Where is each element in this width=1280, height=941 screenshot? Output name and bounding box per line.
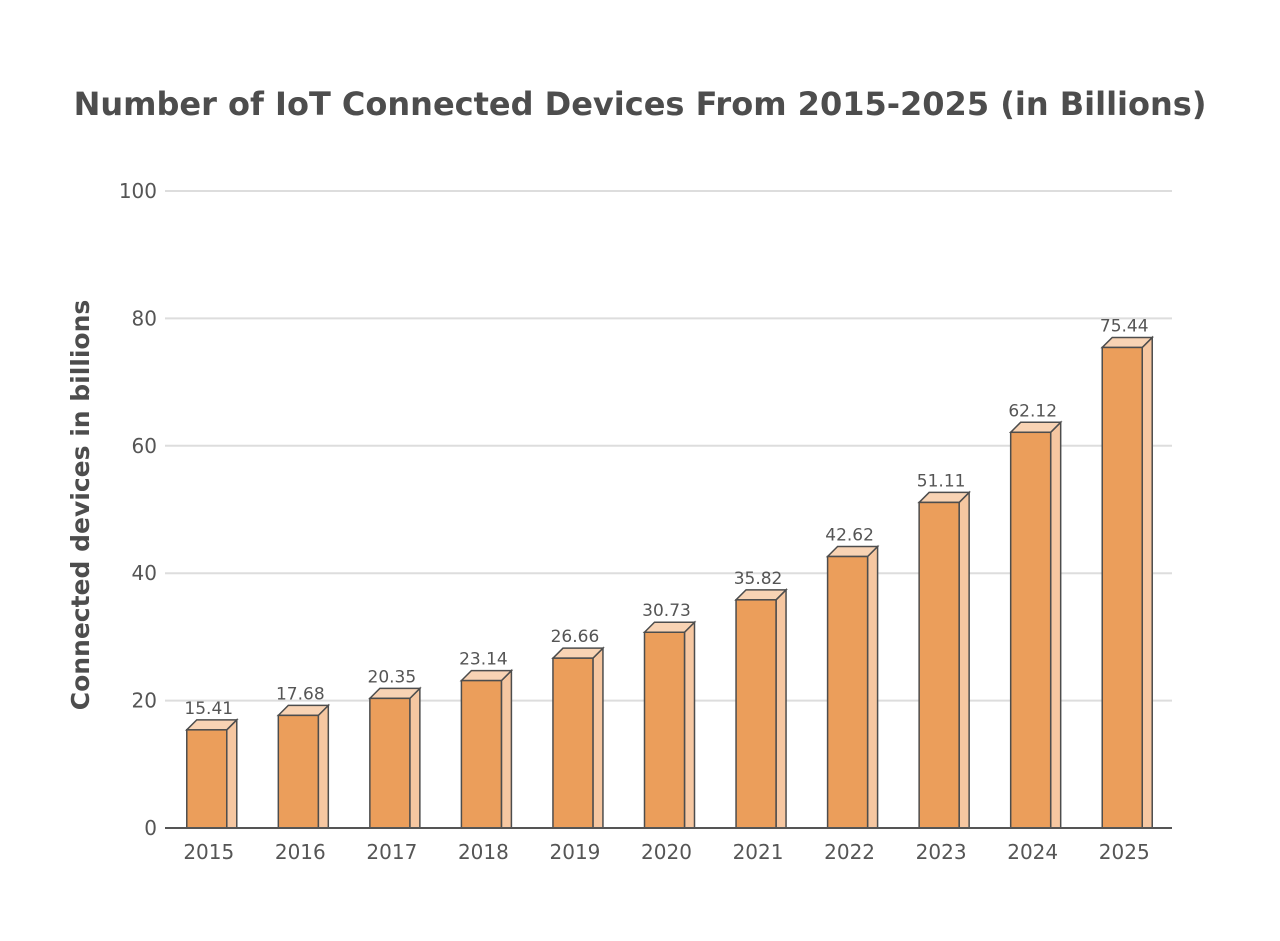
bar: 26.66 [551, 627, 605, 829]
x-tick-label: 2023 [916, 840, 967, 864]
bar-front [918, 501, 960, 829]
bar-top [276, 704, 331, 717]
bar: 23.14 [459, 650, 514, 829]
bar-top [825, 545, 880, 558]
bar-top [551, 647, 605, 659]
bar: 35.82 [734, 569, 788, 829]
bar-value-label: 30.73 [642, 601, 691, 621]
bar: 62.12 [1008, 401, 1063, 829]
x-tick-label: 2018 [458, 840, 509, 864]
x-tick-label: 2025 [1099, 840, 1150, 864]
bar-top [734, 589, 788, 601]
bar-value-label: 42.62 [825, 526, 874, 546]
bar-side [500, 668, 513, 829]
x-tick-label: 2017 [366, 840, 417, 864]
y-axis-label: Connected devices in billions [66, 300, 95, 711]
bar-value-label: 17.68 [276, 684, 325, 704]
bar-front [369, 697, 411, 829]
bar-front [277, 714, 320, 829]
x-tick-label: 2016 [275, 840, 326, 864]
bar-value-label: 51.11 [917, 471, 966, 491]
bar-side [683, 620, 696, 829]
bar-top [184, 719, 239, 731]
x-tick-label: 2019 [550, 840, 601, 864]
y-tick-label: 20 [132, 689, 157, 713]
bar-front [552, 657, 594, 829]
bar-front [186, 729, 228, 829]
bar-top [917, 491, 971, 504]
x-tick-label: 2024 [1007, 840, 1058, 864]
y-tick-label: 60 [132, 434, 157, 458]
x-tick-label: 2022 [824, 840, 875, 864]
gridlines [165, 190, 1172, 702]
bar-front [1009, 431, 1052, 829]
bar-side [1049, 420, 1062, 829]
bar-value-label: 23.14 [459, 650, 508, 670]
bar-top [1100, 336, 1155, 349]
bar-side [317, 703, 330, 829]
y-tick-label: 0 [144, 816, 157, 840]
y-tick-label: 40 [132, 561, 157, 585]
bar: 42.62 [825, 526, 880, 829]
x-tick-label: 2021 [733, 840, 784, 864]
bar-value-label: 20.35 [368, 667, 417, 687]
bar-side [866, 544, 879, 829]
bar-side [958, 490, 970, 829]
y-tick-label: 80 [132, 306, 157, 330]
bar-value-label: 26.66 [551, 627, 600, 647]
y-axis-ticks: 0 20 40 60 80 100 [119, 179, 157, 840]
bar-side [775, 588, 787, 829]
bar-front [735, 599, 777, 829]
bar-top [1008, 421, 1063, 434]
bar-side [409, 686, 421, 829]
bar-value-label: 15.41 [184, 699, 233, 719]
bar-value-label: 62.12 [1008, 401, 1057, 421]
x-axis-ticks: 2015 2016 2017 2018 2019 2020 2021 2022 2023 2024… [183, 840, 1149, 864]
bar-value-label: 35.82 [734, 569, 783, 589]
bar-top [642, 621, 697, 633]
bar: 15.41 [184, 699, 239, 829]
x-tick-label: 2015 [183, 840, 234, 864]
x-tick-label: 2020 [641, 840, 692, 864]
bar-value-label: 75.44 [1100, 316, 1149, 336]
bar: 20.35 [368, 667, 422, 829]
bar-front [643, 631, 686, 829]
bar-top [368, 687, 422, 700]
bar-front [826, 555, 869, 829]
bar-side [226, 718, 238, 829]
bar-front [460, 679, 503, 829]
bar: 30.73 [642, 601, 697, 829]
chart-title: Number of IoT Connected Devices From 201… [74, 85, 1207, 123]
bar-side [592, 646, 604, 829]
bar-front [1101, 346, 1143, 829]
bar: 51.11 [917, 471, 971, 829]
bar: 17.68 [276, 684, 331, 829]
bars: 15.41 17.68 20.35 23.14 26.66 30.73 35.82 42.62… [184, 316, 1155, 829]
bar-side [1141, 335, 1153, 829]
bar-top [459, 669, 514, 682]
bar: 75.44 [1100, 316, 1155, 829]
y-tick-label: 100 [119, 179, 157, 203]
